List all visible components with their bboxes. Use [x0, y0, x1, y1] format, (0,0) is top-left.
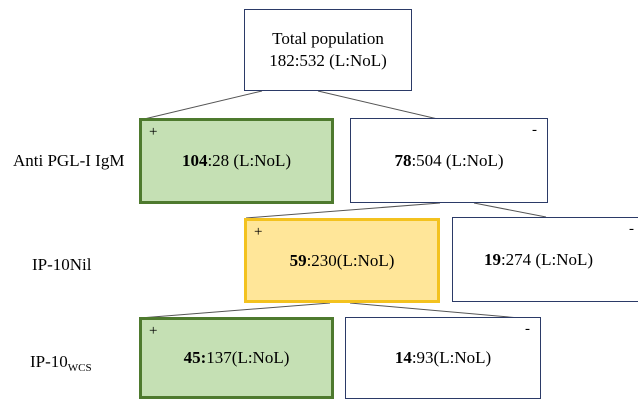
connector-level1-to-level2 — [245, 202, 441, 219]
level-label-ip-10-nil: IP-10Nil — [32, 255, 92, 274]
node-ratio: 59:230(L:NoL) — [289, 250, 395, 270]
positive-sign: + — [254, 224, 263, 240]
negative-sign: - — [525, 321, 530, 337]
node-anti-pgl-positive: + 104:28 (L:NoL) — [139, 118, 334, 204]
connector-level2-to-level3 — [349, 302, 521, 319]
node-ratio: 14:93(L:NoL) — [394, 348, 492, 367]
node-ip10nil-negative: - 19:274 (L:NoL) — [452, 217, 638, 302]
node-ip10nil-positive: + 59:230(L:NoL) — [244, 218, 440, 303]
node-anti-pgl-negative: - 78:504 (L:NoL) — [350, 118, 548, 203]
node-ratio: 78:504 (L:NoL) — [394, 150, 504, 170]
level-label-ip-10-wcs: IP-10WCS — [30, 352, 92, 374]
node-ip10wcs-negative: - 14:93(L:NoL) — [345, 317, 541, 399]
connector-root-to-level1 — [139, 90, 263, 121]
connector-root-to-level1 — [317, 90, 443, 121]
positive-sign: + — [149, 124, 158, 140]
connector-level1-to-level2 — [473, 202, 547, 218]
root-ratio: 182:532 (L:NoL) — [269, 51, 387, 70]
node-ratio: 45:137(L:NoL) — [183, 348, 290, 367]
negative-sign: - — [629, 221, 634, 237]
level-label-anti-pgl-i-igm: Anti PGL-I IgM — [13, 151, 125, 170]
root-node-total-population: Total population 182:532 (L:NoL) — [244, 9, 412, 91]
root-title: Total population — [272, 29, 384, 48]
positive-sign: + — [149, 323, 158, 339]
node-ratio: 19:274 (L:NoL) — [483, 249, 594, 269]
negative-sign: - — [532, 122, 537, 138]
node-ratio: 104:28 (L:NoL) — [181, 151, 292, 170]
node-ip10wcs-positive: + 45:137(L:NoL) — [139, 317, 334, 399]
connector-level2-to-level3 — [139, 302, 331, 319]
